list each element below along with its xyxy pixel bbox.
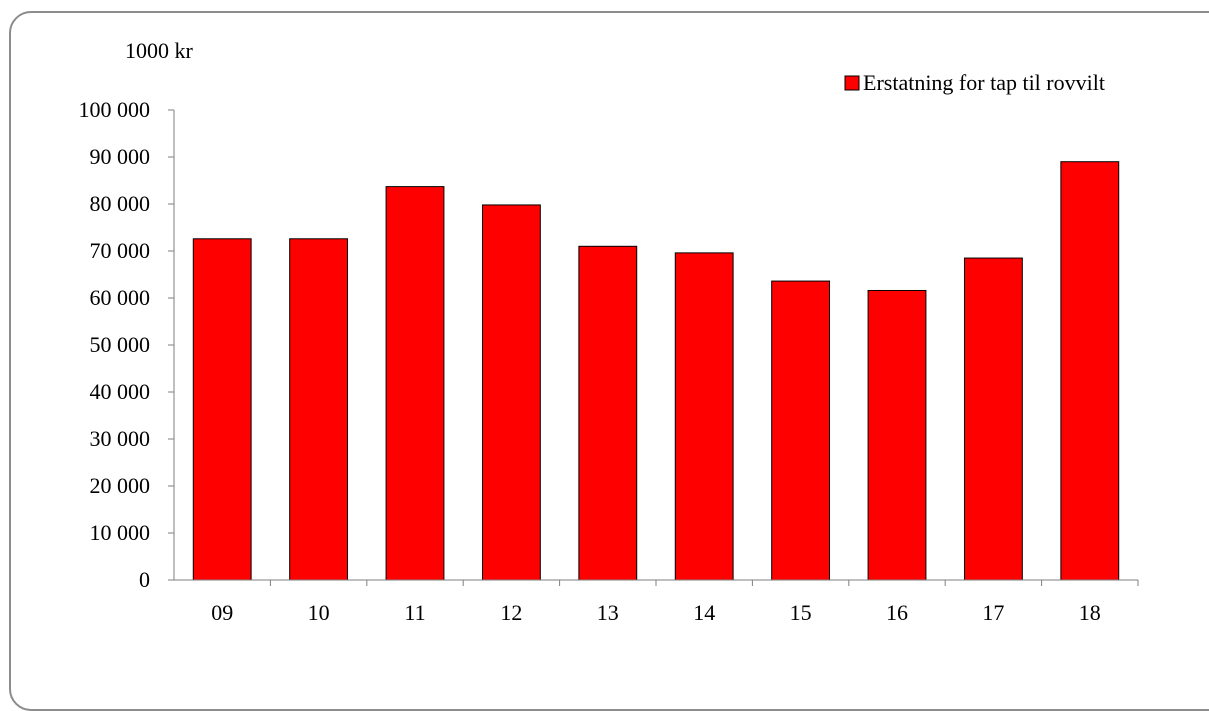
legend-label: Erstatning for tap til rovvilt bbox=[863, 70, 1105, 95]
x-tick-label: 14 bbox=[693, 600, 715, 625]
y-axis-unit-label: 1000 kr bbox=[125, 38, 194, 63]
bar-16 bbox=[867, 289, 927, 581]
x-tick-label: 09 bbox=[211, 600, 233, 625]
y-tick-label: 100 000 bbox=[79, 97, 151, 122]
bar-11 bbox=[385, 186, 445, 581]
bar-chart: 1000 kr Erstatning for tap til rovvilt 0… bbox=[79, 38, 1139, 625]
x-tick-label: 17 bbox=[982, 600, 1004, 625]
y-tick-label: 40 000 bbox=[90, 379, 151, 404]
x-tick-label: 16 bbox=[886, 600, 908, 625]
bar-12 bbox=[481, 204, 541, 581]
bar-15 bbox=[771, 280, 831, 581]
bar-18 bbox=[1060, 161, 1120, 581]
x-tick-label: 15 bbox=[790, 600, 812, 625]
y-tick-label: 0 bbox=[139, 567, 150, 592]
y-tick-label: 80 000 bbox=[90, 191, 151, 216]
y-tick-label: 70 000 bbox=[90, 238, 151, 263]
bar-17 bbox=[963, 257, 1023, 581]
y-axis-ticks: 0 10 000 20 000 30 000 40 000 50 000 60 000 70 … bbox=[79, 97, 174, 592]
x-tick-label: 18 bbox=[1079, 600, 1101, 625]
x-axis-ticks: 09 10 11 12 13 14 15 16 17 18 bbox=[211, 580, 1139, 625]
y-tick-label: 10 000 bbox=[90, 520, 151, 545]
y-tick-label: 30 000 bbox=[90, 426, 151, 451]
bars bbox=[192, 161, 1120, 581]
y-tick-label: 20 000 bbox=[90, 473, 151, 498]
legend: Erstatning for tap til rovvilt bbox=[844, 70, 1105, 95]
bar-09 bbox=[192, 238, 252, 581]
x-tick-label: 12 bbox=[500, 600, 522, 625]
bar-10 bbox=[289, 238, 349, 581]
bar-13 bbox=[578, 245, 638, 581]
y-tick-label: 60 000 bbox=[90, 285, 151, 310]
x-tick-label: 13 bbox=[597, 600, 619, 625]
y-tick-label: 90 000 bbox=[90, 144, 151, 169]
bar-14 bbox=[674, 252, 734, 581]
x-tick-label: 10 bbox=[308, 600, 330, 625]
y-tick-label: 50 000 bbox=[90, 332, 151, 357]
legend-swatch bbox=[844, 75, 860, 91]
x-tick-label: 11 bbox=[404, 600, 425, 625]
